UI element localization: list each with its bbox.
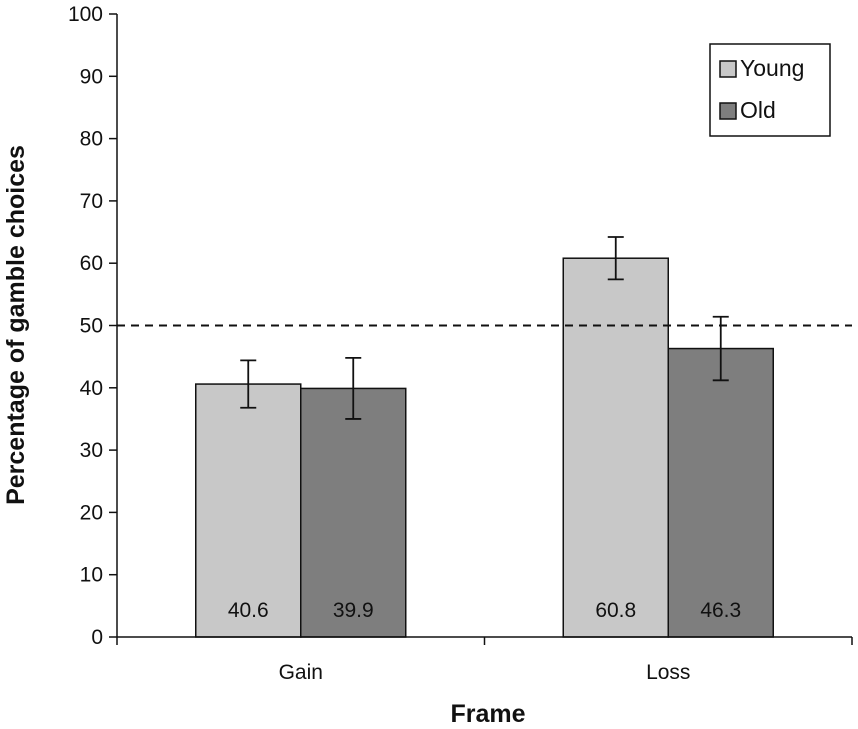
legend-swatch-young — [719, 60, 737, 78]
bar-old-loss — [667, 347, 774, 638]
legend-label-old: Old — [740, 97, 776, 123]
legend-swatch-old — [719, 102, 737, 120]
y-tick-label: 90 — [80, 65, 103, 88]
y-tick-label: 30 — [80, 439, 103, 462]
data-label: 39.9 — [333, 599, 374, 622]
y-tick-label: 10 — [80, 564, 103, 587]
x-axis: Gain Loss — [116, 636, 853, 684]
bar-young-gain — [195, 383, 302, 638]
x-tick-label: Gain — [279, 661, 323, 684]
y-tick-label: 80 — [80, 128, 103, 151]
x-tick-label: Loss — [646, 661, 690, 684]
bars — [195, 257, 774, 638]
legend: Young Old — [709, 43, 831, 137]
y-tick-label: 100 — [68, 3, 103, 26]
y-tick-label: 70 — [80, 190, 103, 213]
x-axis-title: Frame — [450, 700, 525, 728]
legend-label-young: Young — [740, 55, 804, 81]
y-tick-label: 0 — [91, 626, 103, 649]
data-label: 46.3 — [700, 599, 741, 622]
bar-young-loss — [562, 257, 669, 638]
y-tick-label: 40 — [80, 377, 103, 400]
data-label: 60.8 — [595, 599, 636, 622]
y-tick-label: 60 — [80, 252, 103, 275]
y-axis-title: Percentage of gamble choices — [2, 145, 30, 505]
error-bars — [240, 236, 729, 420]
data-labels: 40.6 39.9 60.8 46.3 — [228, 599, 741, 622]
bar-old-gain — [300, 387, 407, 638]
y-tick-label: 50 — [80, 315, 103, 338]
legend-box — [709, 43, 831, 137]
y-axis: 0 10 20 30 40 50 60 70 80 90 100 — [68, 3, 118, 649]
y-tick-label: 20 — [80, 501, 103, 524]
data-label: 40.6 — [228, 599, 269, 622]
